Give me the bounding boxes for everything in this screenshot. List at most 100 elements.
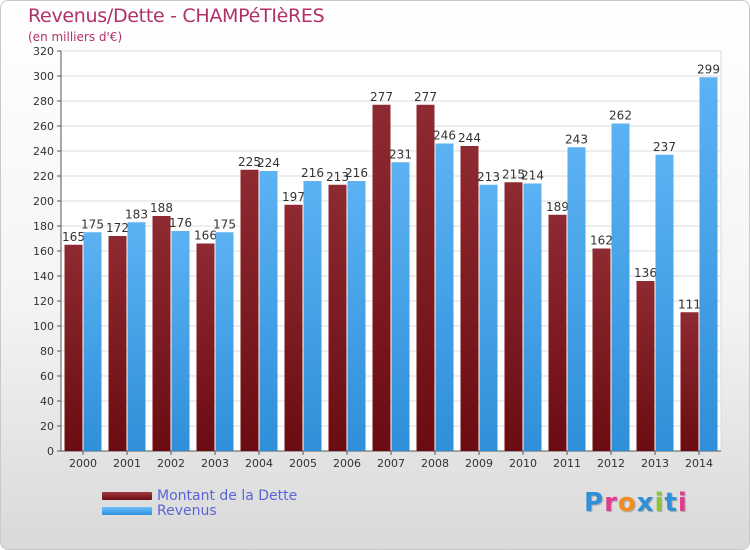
chart-title: Revenus/Dette - CHAMPéTIèRES bbox=[28, 5, 325, 27]
bar-revenus bbox=[655, 154, 674, 451]
x-tick-label: 2014 bbox=[685, 457, 713, 470]
y-tick-label: 220 bbox=[33, 170, 54, 183]
logo-letter: P bbox=[584, 488, 605, 518]
y-tick-label: 240 bbox=[33, 145, 54, 158]
logo-letter: t bbox=[664, 488, 678, 518]
y-tick-label: 20 bbox=[40, 420, 54, 433]
legend-item-dette: Montant de la Dette bbox=[102, 488, 297, 504]
y-tick-label: 200 bbox=[33, 195, 54, 208]
y-tick-label: 320 bbox=[33, 45, 54, 58]
y-tick-label: 260 bbox=[33, 120, 54, 133]
bar-dette bbox=[284, 204, 303, 451]
data-label: 224 bbox=[257, 156, 280, 170]
bar-dette bbox=[240, 169, 259, 451]
bar-revenus bbox=[391, 162, 410, 451]
data-label: 243 bbox=[565, 132, 588, 146]
data-label: 165 bbox=[62, 230, 85, 244]
x-tick-label: 2002 bbox=[157, 457, 185, 470]
bar-revenus bbox=[303, 181, 322, 451]
x-tick-label: 2008 bbox=[421, 457, 449, 470]
bar-dette bbox=[196, 243, 215, 451]
data-label: 225 bbox=[238, 155, 261, 169]
bar-dette bbox=[328, 184, 347, 451]
data-label: 166 bbox=[194, 229, 217, 243]
data-label: 216 bbox=[345, 166, 368, 180]
y-tick-label: 100 bbox=[33, 320, 54, 333]
y-tick-label: 300 bbox=[33, 70, 54, 83]
x-tick-label: 2004 bbox=[245, 457, 273, 470]
bar-dette bbox=[680, 312, 699, 451]
logo-letter: i bbox=[654, 488, 665, 518]
data-label: 183 bbox=[125, 207, 148, 221]
data-label: 176 bbox=[169, 216, 192, 230]
bar-revenus bbox=[699, 77, 718, 451]
y-tick-label: 120 bbox=[33, 295, 54, 308]
x-tick-label: 2006 bbox=[333, 457, 361, 470]
bar-revenus bbox=[171, 231, 190, 451]
data-label: 277 bbox=[370, 90, 393, 104]
bar-dette bbox=[460, 146, 479, 451]
bar-dette bbox=[636, 281, 655, 451]
bar-revenus bbox=[259, 171, 278, 451]
data-label: 162 bbox=[590, 234, 613, 248]
data-label: 197 bbox=[282, 190, 305, 204]
logo-letter: i bbox=[677, 488, 688, 518]
data-label: 246 bbox=[433, 129, 456, 143]
data-label: 213 bbox=[326, 170, 349, 184]
bar-dette bbox=[372, 104, 391, 451]
data-label: 111 bbox=[678, 297, 701, 311]
y-tick-label: 140 bbox=[33, 270, 54, 283]
x-tick-label: 2003 bbox=[201, 457, 229, 470]
y-tick-label: 40 bbox=[40, 395, 54, 408]
bar-revenus bbox=[523, 183, 542, 451]
bar-revenus bbox=[83, 232, 102, 451]
data-label: 172 bbox=[106, 221, 129, 235]
x-tick-label: 2005 bbox=[289, 457, 317, 470]
bar-dette bbox=[64, 244, 83, 451]
bar-dette bbox=[504, 182, 523, 451]
chart-subtitle: (en milliers d'€) bbox=[28, 30, 123, 44]
data-label: 277 bbox=[414, 90, 437, 104]
bar-dette bbox=[416, 104, 435, 451]
data-label: 175 bbox=[81, 217, 104, 231]
y-tick-label: 60 bbox=[40, 370, 54, 383]
y-tick-label: 80 bbox=[40, 345, 54, 358]
x-tick-label: 2011 bbox=[553, 457, 581, 470]
bar-revenus bbox=[611, 123, 630, 451]
x-tick-label: 2009 bbox=[465, 457, 493, 470]
bar-dette bbox=[548, 214, 567, 451]
logo-letter: r bbox=[604, 488, 618, 518]
data-label: 215 bbox=[502, 167, 525, 181]
data-label: 214 bbox=[521, 169, 544, 183]
bar-revenus bbox=[567, 147, 586, 451]
data-label: 231 bbox=[389, 147, 412, 161]
legend-swatch-revenus bbox=[102, 506, 152, 515]
y-tick-label: 280 bbox=[33, 95, 54, 108]
bar-revenus bbox=[127, 222, 146, 451]
data-label: 244 bbox=[458, 131, 481, 145]
legend-label-revenus: Revenus bbox=[157, 502, 217, 519]
bar-dette bbox=[592, 248, 611, 451]
x-tick-label: 2013 bbox=[641, 457, 669, 470]
y-tick-label: 0 bbox=[47, 445, 54, 458]
data-label: 237 bbox=[653, 140, 676, 154]
bar-revenus bbox=[215, 232, 234, 451]
y-tick-label: 180 bbox=[33, 220, 54, 233]
x-tick-label: 2001 bbox=[113, 457, 141, 470]
bar-dette bbox=[108, 236, 127, 451]
logo-letter: x bbox=[636, 488, 655, 518]
bar-revenus bbox=[435, 143, 454, 451]
x-tick-label: 2012 bbox=[597, 457, 625, 470]
x-tick-label: 2000 bbox=[69, 457, 97, 470]
data-label: 136 bbox=[634, 266, 657, 280]
data-label: 299 bbox=[697, 62, 720, 76]
x-tick-label: 2010 bbox=[509, 457, 537, 470]
bar-revenus bbox=[347, 181, 366, 451]
data-label: 262 bbox=[609, 109, 632, 123]
y-tick-label: 160 bbox=[33, 245, 54, 258]
legend-swatch-dette bbox=[102, 491, 152, 500]
data-label: 189 bbox=[546, 200, 569, 214]
x-tick-label: 2007 bbox=[377, 457, 405, 470]
